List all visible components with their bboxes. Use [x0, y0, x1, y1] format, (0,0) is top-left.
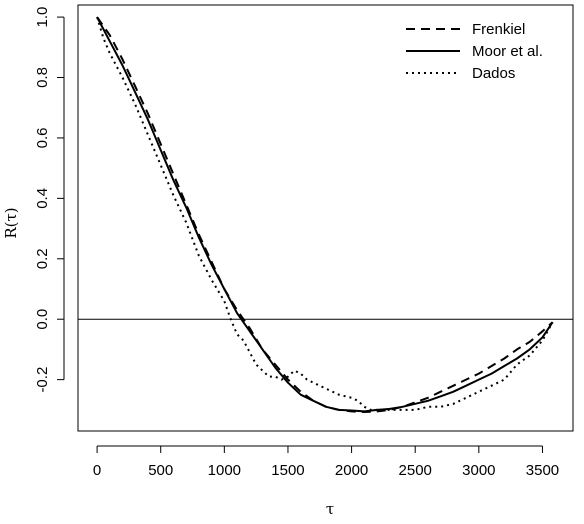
legend-label: Dados: [472, 65, 515, 82]
series-layer: [96, 16, 554, 413]
x-axis-title: τ: [326, 500, 334, 518]
y-tick-label: 0.2: [34, 248, 51, 269]
y-tick-label: 0.0: [34, 309, 51, 330]
y-axis: -0.2 0.0 0.2 0.4 0.6 0.8 1.0: [34, 7, 65, 393]
y-tick-label: 0.6: [34, 128, 51, 149]
x-tick-label: 1500: [271, 462, 304, 479]
x-tick-label: 1000: [208, 462, 241, 479]
plot-frame: [77, 4, 574, 432]
x-tick-label: 0: [93, 462, 101, 479]
x-tick-label: 2500: [399, 462, 432, 479]
legend: Frenkiel Moor et al. Dados: [406, 21, 543, 82]
x-axis: 0 500 1000 1500 2000 2500 3000 3500: [93, 445, 559, 479]
plot-area: [77, 4, 574, 432]
legend-label: Frenkiel: [472, 21, 525, 38]
y-axis-title: R(τ): [2, 207, 20, 238]
y-tick-label: 0.4: [34, 188, 51, 209]
series-line-moor-et-al: [96, 16, 554, 413]
legend-label: Moor et al.: [472, 43, 543, 60]
x-tick-label: 3500: [526, 462, 559, 479]
x-tick-label: 2000: [335, 462, 368, 479]
x-tick-label: 500: [148, 462, 173, 479]
y-tick-label: 1.0: [34, 7, 51, 28]
y-tick-label: -0.2: [34, 367, 51, 393]
y-tick-label: 0.8: [34, 67, 51, 88]
x-tick-label: 3000: [462, 462, 495, 479]
